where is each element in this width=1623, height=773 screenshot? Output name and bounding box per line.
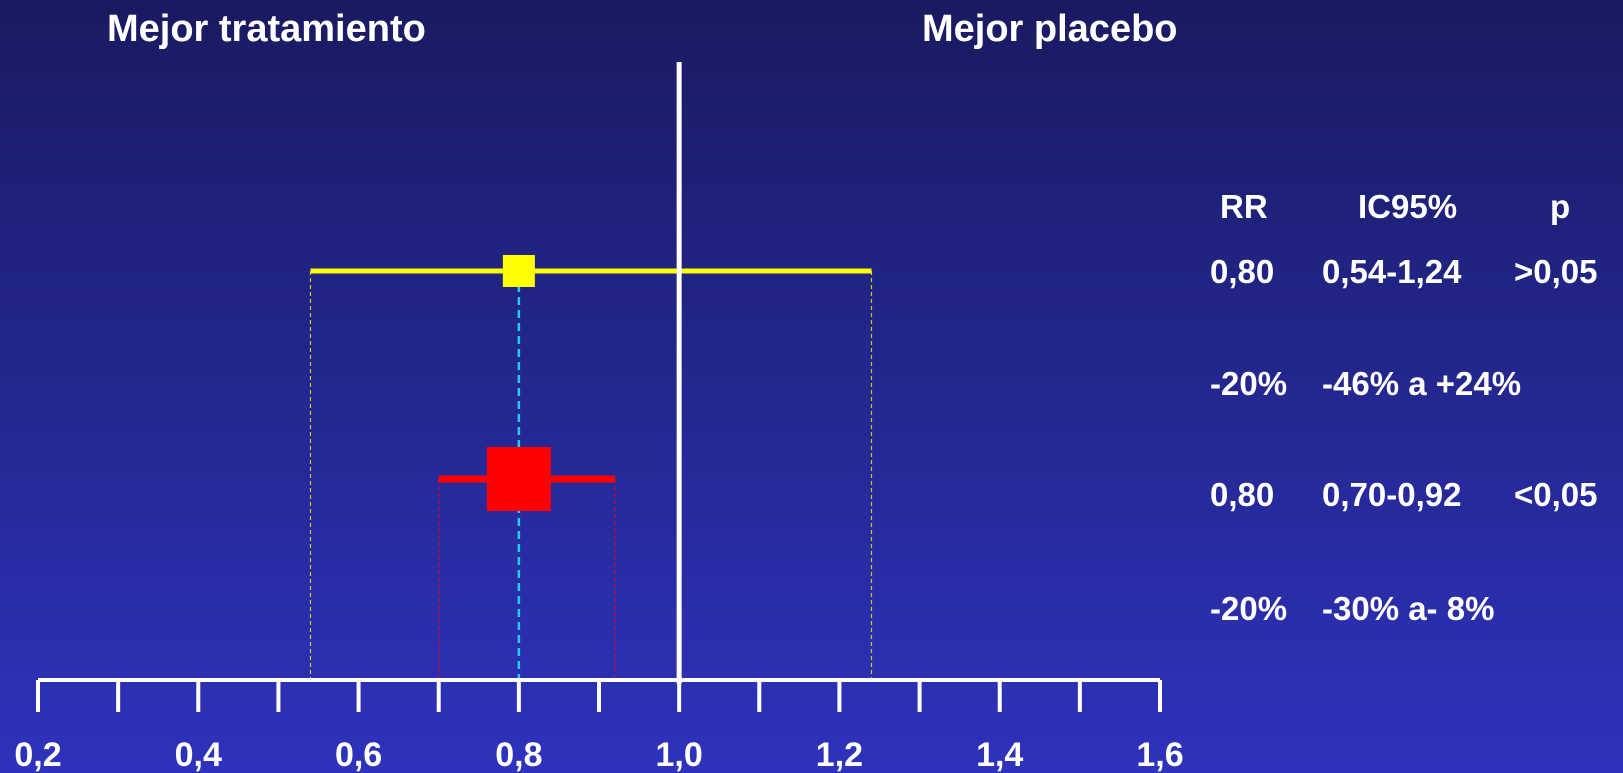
table-cell-ic: 0,54-1,24 [1322,253,1462,290]
estimate-marker [502,255,535,287]
table-header-ic95: IC95% [1358,188,1458,225]
table-cell-rr: 0,80 [1210,253,1275,290]
heading-better-treatment: Mejor tratamiento [107,8,426,50]
x-tick-label: 1,2 [816,736,863,773]
table-cell-rr: -20% [1210,365,1288,402]
table-cell-ic: -30% a- 8% [1322,590,1495,627]
x-tick-label: 0,2 [14,736,61,773]
table-header-rr: RR [1220,188,1268,225]
table-header-p: p [1550,188,1571,225]
table-cell-ic: 0,70-0,92 [1322,476,1462,513]
heading-better-placebo: Mejor placebo [922,8,1178,50]
table-cell-rr: 0,80 [1210,476,1275,513]
x-tick-label: 1,0 [656,736,703,773]
estimate-marker [486,447,551,511]
table-cell-ic: -46% a +24% [1322,365,1522,402]
x-tick-label: 1,6 [1136,736,1183,773]
table-cell-p: <0,05 [1514,476,1598,513]
table-cell-rr: -20% [1210,590,1288,627]
table-cell-p: >0,05 [1514,253,1598,290]
x-tick-label: 0,8 [495,736,542,773]
x-tick-label: 0,6 [335,736,382,773]
x-tick-label: 0,4 [175,736,222,773]
x-tick-label: 1,4 [976,736,1023,773]
